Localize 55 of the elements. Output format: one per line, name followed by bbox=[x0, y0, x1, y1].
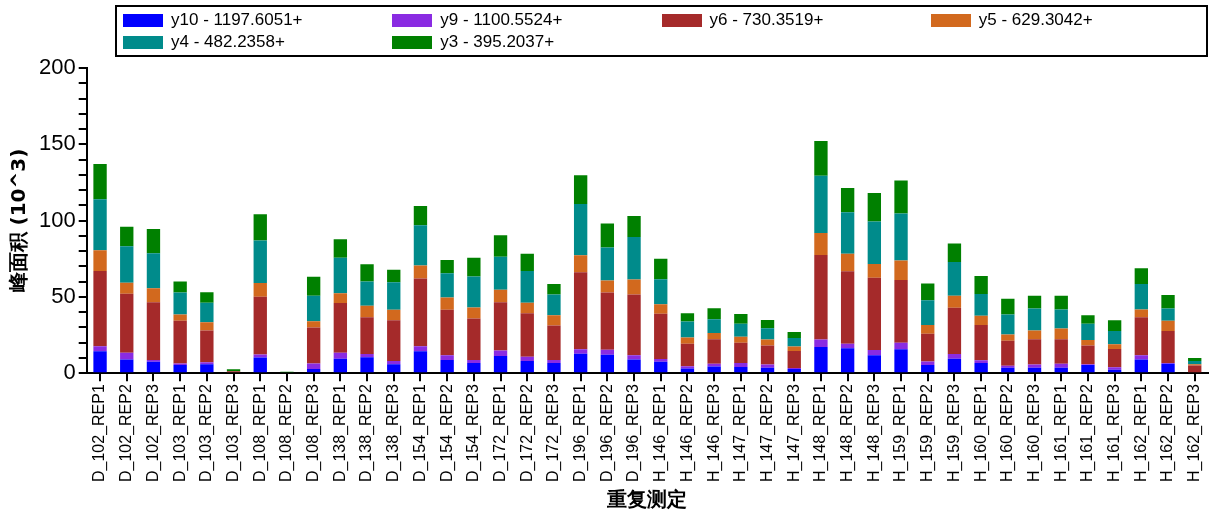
x-tick-label: D_172_REP2 bbox=[517, 384, 536, 482]
x-tick-label: D_103_REP3 bbox=[223, 384, 242, 482]
x-tick-label: H_162_REP3 bbox=[1185, 384, 1204, 482]
legend-label: y3 - 395.2037+ bbox=[440, 32, 555, 52]
x-tick-label: H_160_REP3 bbox=[1024, 384, 1043, 482]
x-tick-label: H_162_REP2 bbox=[1158, 384, 1177, 482]
x-tick-label: H_146_REP3 bbox=[704, 384, 723, 482]
x-tick-label: D_108_REP1 bbox=[250, 384, 269, 482]
x-tick-label: D_138_REP3 bbox=[384, 384, 403, 482]
x-tick-label: D_154_REP1 bbox=[410, 384, 429, 482]
x-tick-label: D_102_REP2 bbox=[117, 384, 136, 482]
legend-label: y5 - 629.3042+ bbox=[978, 10, 1093, 30]
x-tick-label: H_147_REP1 bbox=[731, 384, 750, 482]
x-tick-label: H_161_REP2 bbox=[1078, 384, 1097, 482]
legend-label: y6 - 730.3519+ bbox=[709, 10, 824, 30]
y-tick-label: 200 bbox=[38, 54, 76, 80]
x-tick-label: D_138_REP1 bbox=[330, 384, 349, 482]
x-tick-label: D_103_REP1 bbox=[170, 384, 189, 482]
x-tick-label: D_172_REP1 bbox=[490, 384, 509, 482]
x-tick-label: D_154_REP3 bbox=[464, 384, 483, 482]
x-tick-label: D_154_REP2 bbox=[437, 384, 456, 482]
x-tick-label: D_102_REP3 bbox=[143, 384, 162, 482]
legend-label: y10 - 1197.6051+ bbox=[171, 10, 303, 30]
x-tick-label: D_196_REP3 bbox=[624, 384, 643, 482]
x-tick-label: D_108_REP3 bbox=[304, 384, 323, 482]
x-tick-label: H_147_REP3 bbox=[784, 384, 803, 482]
x-tick-label: D_108_REP2 bbox=[277, 384, 296, 482]
x-tick-label: H_146_REP2 bbox=[677, 384, 696, 482]
x-axis-title: 重复测定 bbox=[606, 487, 688, 512]
x-tick-label: D_172_REP3 bbox=[544, 384, 563, 482]
x-tick-label: H_159_REP2 bbox=[918, 384, 937, 482]
x-tick-label: H_162_REP1 bbox=[1131, 384, 1150, 482]
x-tick-label: H_147_REP2 bbox=[757, 384, 776, 482]
x-tick-label: D_196_REP1 bbox=[571, 384, 590, 482]
y-tick-label: 100 bbox=[38, 206, 76, 232]
x-tick-label: H_160_REP1 bbox=[971, 384, 990, 482]
y-tick-label: 50 bbox=[51, 282, 76, 308]
legend-label: y9 - 1100.5524+ bbox=[440, 10, 563, 30]
x-tick-label: D_138_REP2 bbox=[357, 384, 376, 482]
x-tick-label: H_161_REP3 bbox=[1105, 384, 1124, 482]
x-tick-label: H_148_REP3 bbox=[864, 384, 883, 482]
x-tick-label: H_161_REP1 bbox=[1051, 384, 1070, 482]
x-tick-label: H_159_REP1 bbox=[891, 384, 910, 482]
x-tick-label: H_148_REP2 bbox=[838, 384, 857, 482]
x-tick-label: H_148_REP1 bbox=[811, 384, 830, 482]
x-tick-label: H_160_REP2 bbox=[998, 384, 1017, 482]
y-axis-title: 峰面积 (10^3) bbox=[6, 148, 31, 293]
x-tick-label: D_102_REP1 bbox=[90, 384, 109, 482]
x-tick-label: H_146_REP1 bbox=[651, 384, 670, 482]
x-tick-label: D_196_REP2 bbox=[597, 384, 616, 482]
y-tick-label: 150 bbox=[38, 130, 76, 156]
legend-label: y4 - 482.2358+ bbox=[171, 32, 285, 52]
x-tick-label: D_103_REP2 bbox=[197, 384, 216, 482]
y-tick-label: 0 bbox=[63, 359, 76, 385]
x-tick-label: H_159_REP3 bbox=[944, 384, 963, 482]
